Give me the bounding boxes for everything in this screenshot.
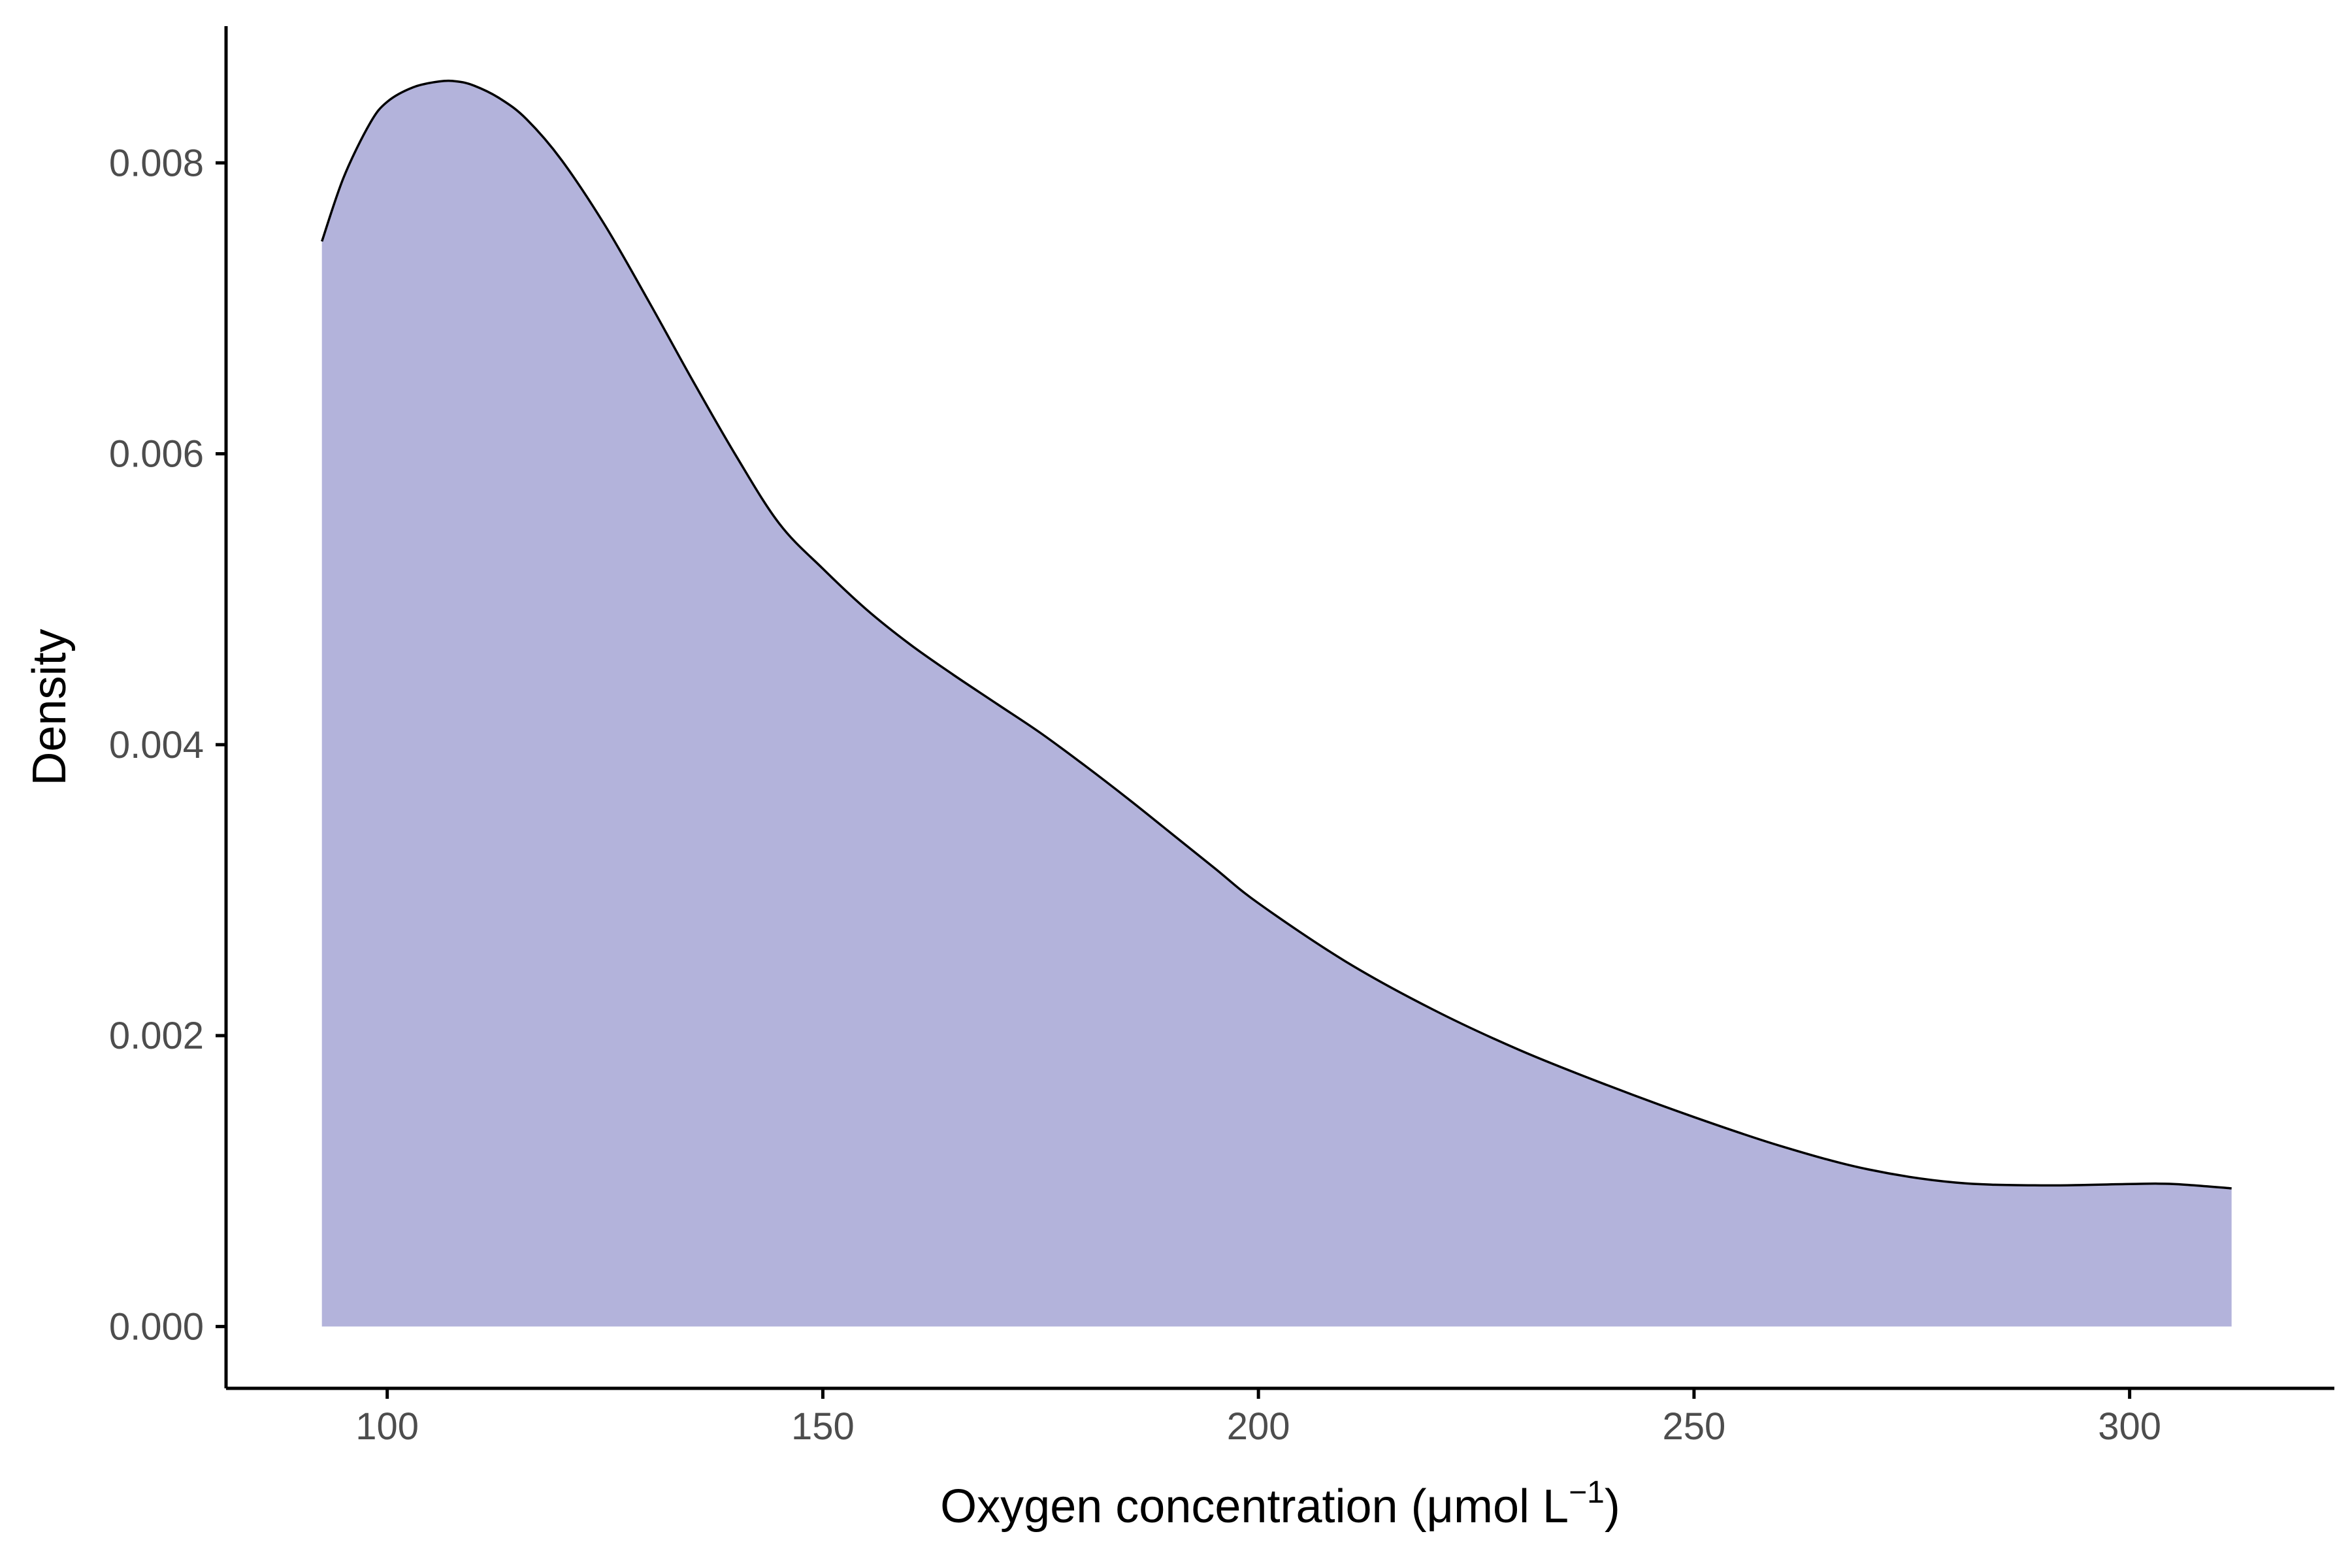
x-tick-label: 250	[1663, 1405, 1726, 1448]
x-axis-title-superscript: −1	[1569, 1475, 1605, 1510]
x-axis-title-suffix: )	[1605, 1480, 1620, 1533]
y-tick-label: 0.004	[109, 724, 204, 766]
y-tick-label: 0.008	[109, 142, 204, 184]
density-area-fill	[321, 80, 2232, 1327]
x-axis-title: Oxygen concentration (μmol L−1)	[940, 1475, 1620, 1533]
y-tick-label: 0.006	[109, 433, 204, 476]
y-tick-label: 0.002	[109, 1015, 204, 1057]
x-axis-title-main: Oxygen concentration (μmol L	[940, 1480, 1569, 1533]
density-area-layer	[321, 79, 2232, 1327]
x-tick-label: 300	[2098, 1405, 2161, 1448]
axes	[224, 26, 2334, 1390]
y-tick-label: 0.000	[109, 1305, 204, 1348]
density-curve-line	[321, 79, 2232, 1190]
x-axis-ticks: 100 150 200 250 300	[355, 1388, 2161, 1448]
x-tick-label: 150	[791, 1405, 855, 1448]
x-tick-label: 200	[1227, 1405, 1290, 1448]
y-axis-ticks: 0.000 0.002 0.004 0.006 0.008	[109, 142, 226, 1348]
x-tick-label: 100	[355, 1405, 419, 1448]
y-axis-title: Density	[24, 629, 76, 785]
